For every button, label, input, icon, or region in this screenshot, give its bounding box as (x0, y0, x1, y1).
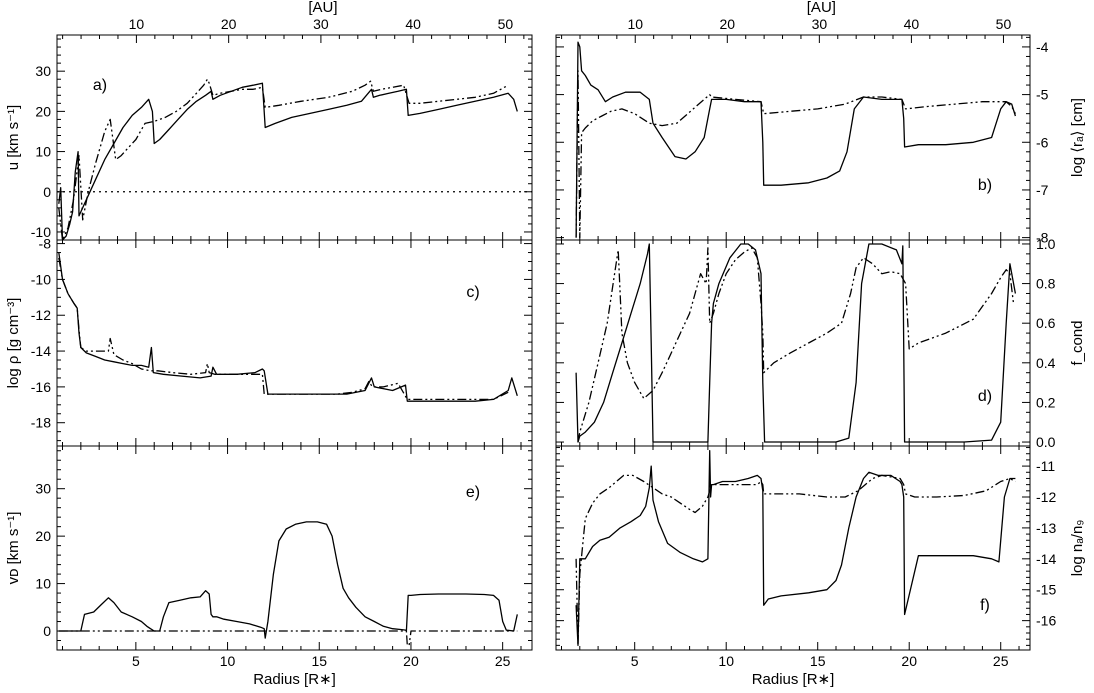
series-line-dashdot (575, 474, 1016, 647)
panel-e: 5 10 15 20 25 Radius [R∗] 0 10 20 30 vᴅ [km s⁻¹] e) (5, 445, 533, 688)
y-tick-label: 0.4 (1036, 355, 1056, 371)
y-tick-label: -7 (1036, 182, 1049, 198)
top-axis-label: [AU] (807, 0, 836, 16)
series-line-solid (575, 449, 1016, 647)
y-tick-label: 1.0 (1036, 236, 1056, 252)
y-tick-label: -10 (31, 271, 51, 287)
y-tick-label: -14 (1036, 551, 1056, 567)
series-line-solid (58, 252, 518, 402)
y-tick-label: 10 (35, 576, 51, 592)
x-axis-label: Radius [R∗] (752, 671, 835, 688)
y-tick-label: -8 (39, 236, 52, 252)
y-tick-label: 30 (35, 63, 51, 79)
y-tick-label: -10 (31, 224, 51, 240)
top-axis-label: [AU] (308, 0, 337, 16)
x-tick-label: 25 (495, 653, 511, 669)
y-tick-label: -16 (1036, 613, 1056, 629)
y-tick-label: 0.0 (1036, 434, 1056, 450)
x-tick-label: 10 (220, 653, 236, 669)
x-tick-label: 5 (631, 653, 639, 669)
y-tick-label: -8 (1036, 230, 1049, 246)
y-tick-label: -18 (31, 415, 51, 431)
y-tick-label: -14 (31, 343, 51, 359)
y-tick-label: 0 (43, 623, 51, 639)
y-tick-label: 10 (35, 144, 51, 160)
au-tick-label: 20 (720, 16, 736, 32)
y-axis-label: log ⟨rₐ⟩ [cm] (1069, 98, 1086, 177)
panel-label: e) (466, 484, 480, 501)
y-tick-label: -4 (1036, 39, 1049, 55)
y-tick-label: 20 (35, 528, 51, 544)
y-tick-label: -12 (1036, 489, 1056, 505)
panel-label: b) (978, 177, 992, 194)
au-tick-label: 50 (498, 16, 514, 32)
y-axis-label: vᴅ [km s⁻¹] (5, 512, 22, 585)
y-tick-label: -13 (1036, 520, 1056, 536)
y-axis-label: log ρ [g cm⁻³] (5, 298, 22, 389)
series-line-solid (58, 521, 518, 639)
au-tick-label: 20 (221, 16, 237, 32)
panel-label: c) (466, 284, 479, 301)
x-tick-label: 20 (403, 653, 419, 669)
x-tick-label: 20 (901, 653, 917, 669)
x-tick-label: 15 (810, 653, 826, 669)
au-tick-label: 40 (405, 16, 421, 32)
panel-frame (56, 239, 533, 447)
y-tick-label: 0.6 (1036, 315, 1056, 331)
au-tick-label: 30 (313, 16, 329, 32)
au-tick-label: 10 (129, 16, 145, 32)
panel-label: a) (93, 77, 107, 94)
series-line-dashdot (575, 70, 1016, 239)
panel-frame (555, 239, 1031, 447)
y-tick-label: -6 (1036, 134, 1049, 150)
x-tick-label: 5 (132, 653, 140, 669)
y-tick-label: 0 (43, 184, 51, 200)
y-tick-label: -11 (1036, 458, 1055, 474)
x-tick-label: 15 (311, 653, 327, 669)
panel-frame (56, 34, 533, 241)
y-tick-label: -16 (31, 379, 51, 395)
au-tick-label: 40 (904, 16, 920, 32)
y-axis-label: u [km s⁻¹] (5, 105, 22, 170)
panel-b: 10 20 30 40 50 [AU] -8 -7 -6 -5 -4 log ⟨rₐ⟩ [cm] b) (555, 0, 1086, 246)
panel-frame (555, 445, 1031, 651)
y-tick-label: 0.2 (1036, 394, 1056, 410)
y-axis-label: log nₐ/n₉ (1069, 520, 1086, 577)
series-line-solid (575, 243, 1017, 443)
au-tick-label: 50 (996, 16, 1012, 32)
au-tick-label: 30 (812, 16, 828, 32)
series-line-dashdot (58, 257, 509, 401)
panel-frame (555, 34, 1031, 241)
y-tick-label: 20 (35, 103, 51, 119)
x-axis-label: Radius [R∗] (253, 671, 336, 688)
y-tick-label: -5 (1036, 87, 1049, 103)
y-axis-label: f_cond (1069, 320, 1086, 365)
x-tick-label: 10 (718, 653, 734, 669)
y-tick-label: 0.8 (1036, 276, 1056, 292)
y-tick-label: 30 (35, 481, 51, 497)
series-line-solid (58, 82, 518, 240)
panel-label: d) (978, 388, 992, 405)
series-line-dashdot (577, 247, 1015, 443)
panel-frame (56, 445, 533, 651)
series-line-solid (575, 41, 1017, 238)
y-tick-label: -12 (31, 307, 51, 323)
panel-label: f) (980, 597, 990, 614)
panel-d: 0.0 0.2 0.4 0.6 0.8 1.0 f_cond d) (555, 236, 1086, 450)
y-tick-label: -15 (1036, 582, 1056, 598)
panel-a: 10 20 30 40 50 [AU] -10 0 10 20 30 u [km s⁻¹] a) (5, 0, 533, 241)
x-tick-label: 25 (993, 653, 1009, 669)
au-tick-label: 10 (627, 16, 643, 32)
series-line-dashdot (58, 630, 518, 646)
series-line-dashdot (58, 78, 509, 240)
panel-c: -18 -16 -14 -12 -10 -8 log ρ [g cm⁻³] c) (5, 236, 533, 447)
panel-f: 5 10 15 20 25 Radius [R∗] -16 -15 -14 -13 -12 -11 lo… (555, 445, 1086, 688)
